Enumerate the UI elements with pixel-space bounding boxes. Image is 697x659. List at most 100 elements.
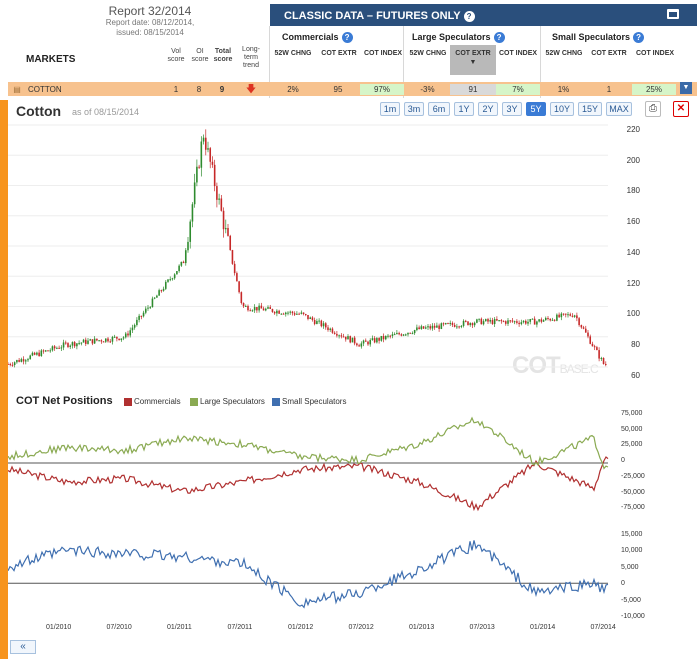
col-header[interactable]: COT EXTR — [321, 50, 357, 57]
candle — [456, 326, 458, 328]
market-name[interactable]: COTTON — [28, 85, 62, 94]
zoom-1m-button[interactable]: 1m — [380, 102, 400, 116]
candle — [340, 335, 343, 337]
as-of-date: as of 08/15/2014 — [72, 107, 140, 117]
oi-score: 8 — [196, 85, 202, 94]
candle — [347, 336, 349, 340]
candle — [73, 342, 76, 347]
candle — [593, 346, 596, 348]
cell: -3% — [420, 85, 435, 94]
candle — [573, 315, 576, 317]
candle — [82, 339, 85, 343]
net-positions-chart — [8, 416, 609, 512]
small-tick: 15,000 — [621, 531, 643, 538]
zoom-2y-button[interactable]: 2Y — [478, 102, 498, 116]
col-header[interactable]: COT INDEX — [635, 50, 675, 57]
candle — [111, 336, 114, 342]
help-icon[interactable]: ? — [633, 32, 645, 44]
col-header[interactable]: 52W CHNG — [409, 50, 447, 57]
zoom-max-button[interactable]: MAX — [606, 102, 632, 116]
candle — [122, 337, 125, 339]
candle — [120, 338, 123, 341]
col-header[interactable]: COT INDEX — [498, 50, 538, 57]
print-icon[interactable]: ⎙ — [645, 101, 661, 117]
candle — [9, 364, 12, 366]
candle — [369, 339, 372, 345]
col-header[interactable]: 52W CHNG — [274, 50, 312, 57]
candle — [242, 303, 245, 307]
zoom-10y-button[interactable]: 10Y — [550, 102, 574, 116]
candle — [476, 319, 478, 323]
candle — [180, 261, 183, 266]
candle — [116, 336, 118, 339]
candle — [504, 321, 507, 324]
candle — [178, 265, 180, 272]
candle — [58, 347, 60, 349]
candle — [76, 343, 78, 347]
candle — [553, 319, 556, 321]
chart-icon[interactable]: ▤ — [13, 85, 21, 94]
print-icon[interactable] — [667, 9, 679, 19]
candle — [351, 337, 354, 343]
candle — [544, 317, 547, 321]
total-score: 9 — [219, 85, 225, 94]
cell: 2% — [287, 85, 299, 94]
candle — [184, 250, 187, 264]
candle — [64, 342, 67, 344]
candle — [264, 308, 267, 311]
divider — [269, 26, 270, 98]
candle — [600, 357, 603, 359]
col-header-label: COT EXTR — [455, 50, 491, 57]
candle — [409, 332, 412, 334]
zoom-1y-button[interactable]: 1Y — [454, 102, 474, 116]
candle — [313, 320, 316, 325]
date-tick: 01/2013 — [409, 624, 435, 631]
candle — [222, 210, 225, 230]
zoom-3m-button[interactable]: 3m — [404, 102, 424, 116]
price-chart — [8, 124, 608, 368]
candle — [20, 359, 23, 362]
col-header[interactable]: COT EXTR — [591, 50, 627, 57]
help-icon[interactable]: ? — [463, 10, 475, 22]
col-header[interactable]: COT INDEX — [363, 50, 403, 57]
candle — [413, 330, 416, 334]
legend-item[interactable]: Large Speculators — [190, 397, 265, 406]
candle — [376, 338, 378, 343]
candle — [124, 333, 127, 338]
zoom-5y-button[interactable]: 5Y — [526, 102, 546, 116]
candle — [524, 320, 527, 324]
candle — [569, 314, 572, 316]
date-tick: 07/2013 — [469, 624, 495, 631]
date-tick: 07/2011 — [227, 624, 253, 631]
date-tick: 01/2011 — [167, 624, 192, 631]
candle — [542, 320, 545, 322]
legend-swatch — [124, 397, 132, 406]
candle — [196, 166, 198, 183]
group-small-speculators: Small Speculators? — [552, 32, 645, 44]
close-icon[interactable]: ✕ — [673, 101, 689, 117]
candle — [589, 336, 592, 344]
legend-swatch — [190, 397, 198, 406]
candle — [527, 321, 529, 324]
zoom-15y-button[interactable]: 15Y — [578, 102, 602, 116]
col-header-selected[interactable]: COT EXTR ▼ — [450, 45, 496, 75]
zoom-6m-button[interactable]: 6m — [428, 102, 450, 116]
help-icon[interactable]: ? — [341, 32, 353, 44]
scroll-back-button[interactable]: « — [10, 640, 36, 654]
candle — [482, 321, 485, 325]
candle — [216, 186, 218, 200]
candle — [233, 263, 236, 274]
zoom-3y-button[interactable]: 3Y — [502, 102, 522, 116]
scroll-down-button[interactable]: ▼ — [680, 82, 692, 94]
legend-item[interactable]: Commercials — [124, 397, 181, 406]
candle — [349, 336, 352, 343]
candle — [293, 313, 296, 315]
candle — [564, 313, 567, 315]
candle — [260, 305, 263, 309]
help-icon[interactable]: ? — [493, 32, 505, 44]
legend-item[interactable]: Small Speculators — [272, 397, 346, 406]
col-header[interactable]: 52W CHNG — [545, 50, 583, 57]
candle — [331, 328, 334, 333]
net-tick: -75,000 — [621, 504, 645, 512]
candle — [256, 307, 258, 311]
